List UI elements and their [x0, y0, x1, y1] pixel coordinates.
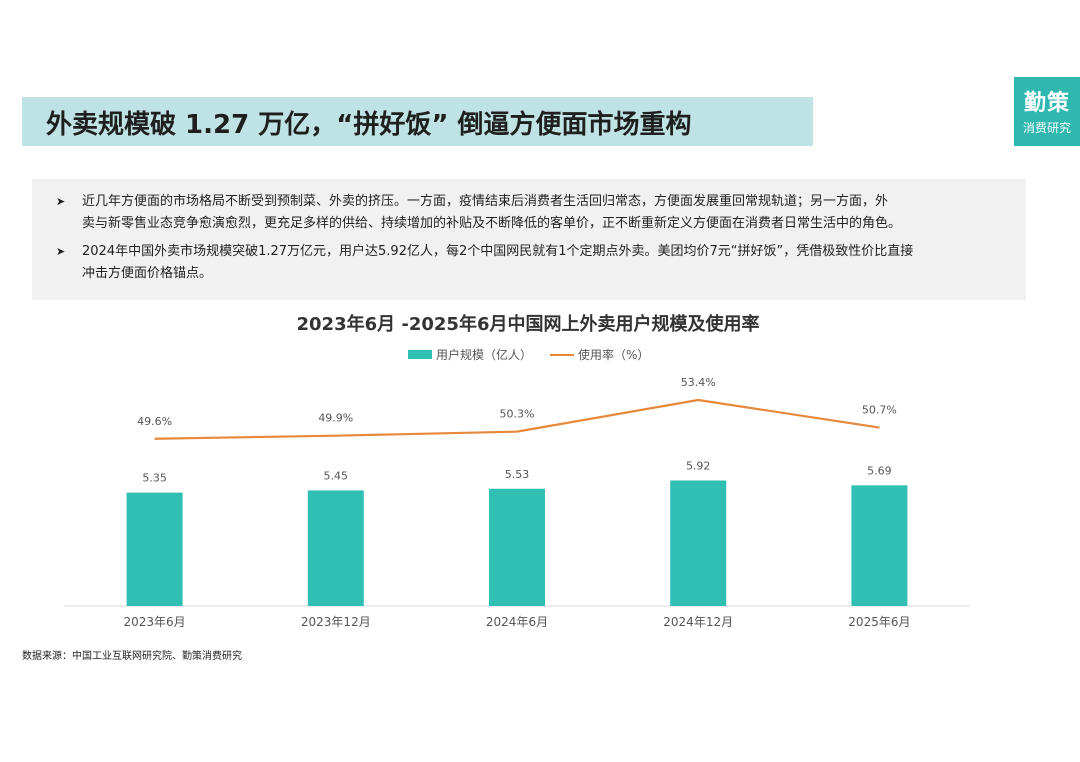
arrow-right-icon: ➤: [56, 195, 66, 208]
title-bar: 外卖规模破 1.27 万亿，“拼好饭” 倒逼方便面市场重构: [22, 97, 813, 146]
legend-swatch-bar: [408, 350, 432, 359]
legend-label-users: 用户规模（亿人）: [436, 348, 533, 362]
page-title: 外卖规模破 1.27 万亿，“拼好饭” 倒逼方便面市场重构: [46, 110, 692, 140]
line-label-2: 49.9%: [318, 412, 353, 425]
x-tick-label-2: 2023年12月: [301, 615, 371, 629]
bar-label-4: 5.92: [686, 459, 711, 472]
bar-label-5: 5.69: [867, 464, 892, 477]
line-label-3: 50.3%: [500, 408, 535, 421]
arrow-right-icon: ➤: [56, 245, 66, 258]
chart-title: 2023年6月 -2025年6月中国网上外卖用户规模及使用率: [296, 314, 760, 335]
legend-label-rate: 使用率（%）: [578, 348, 650, 362]
bar-3: [489, 488, 545, 606]
summary-box: ➤ 近几年方便面的市场格局不断受到预制菜、外卖的挤压。一方面，疫情结束后消费者生…: [32, 179, 1026, 300]
x-tick-label-5: 2025年6月: [848, 615, 910, 629]
line-label-1: 49.6%: [137, 415, 172, 428]
x-tick-label-4: 2024年12月: [663, 615, 733, 629]
bar-label-2: 5.45: [324, 469, 349, 482]
logo-main-text: 勤策: [1023, 90, 1070, 116]
logo-sub-text: 消费研究: [1022, 121, 1071, 135]
source-note: 数据来源：中国工业互联网研究院、勤策消费研究: [22, 651, 242, 662]
rate-line: [154, 398, 880, 440]
bar-1: [126, 492, 183, 606]
bar-label-3: 5.53: [505, 468, 530, 481]
legend-swatch-line: [550, 354, 574, 356]
summary-bullet-1-line-2: 卖与新零售业态竞争愈演愈烈，更充足多样的供给、持续增加的补贴及不断降低的客单价，…: [82, 216, 902, 231]
summary-bullet-1-line-1: 近几年方便面的市场格局不断受到预制菜、外卖的挤压。一方面，疫情结束后消费者生活回…: [82, 194, 889, 209]
bar-2: [307, 490, 364, 606]
bar-4: [670, 480, 727, 606]
x-tick-label-3: 2024年6月: [486, 615, 548, 629]
bar-5: [851, 485, 908, 606]
line-label-4: 53.4%: [681, 376, 716, 389]
line-label-5: 50.7%: [862, 404, 897, 417]
x-tick-label-1: 2023年6月: [124, 615, 186, 629]
summary-bullet-2-line-2: 冲击方便面价格锚点。: [82, 266, 213, 281]
brand-logo: 勤策 消费研究: [1014, 77, 1080, 146]
summary-bullet-2-line-1: 2024年中国外卖市场规模突破1.27万亿元，用户达5.92亿人，每2个中国网民…: [82, 244, 914, 259]
bar-label-1: 5.35: [142, 472, 167, 485]
